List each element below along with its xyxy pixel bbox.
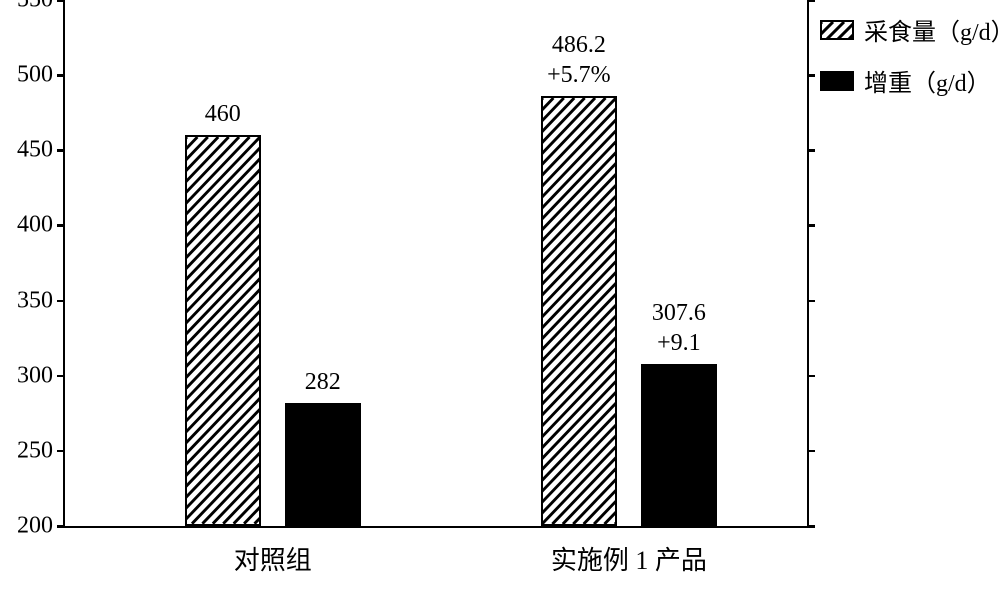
legend-item: 增重（g/d） bbox=[820, 63, 1000, 98]
y-tick bbox=[57, 300, 65, 303]
y-axis-label: 500 bbox=[17, 62, 53, 89]
y-tick bbox=[807, 74, 815, 77]
bar-value-label: 460 bbox=[123, 99, 323, 129]
legend-swatch bbox=[820, 71, 854, 91]
plot-area: 200250300350400450500550460282486.2+5.7%… bbox=[63, 0, 809, 528]
bar-value-label: 307.6+9.1 bbox=[579, 298, 779, 358]
legend-item: 采食量（g/d） bbox=[820, 12, 1000, 47]
y-tick bbox=[807, 300, 815, 303]
y-tick bbox=[57, 525, 65, 528]
chart-container: 200 250 300 350 400 450 500 550 460 282 486.2+5.7%… bbox=[0, 0, 1000, 589]
y-tick bbox=[57, 74, 65, 77]
y-tick bbox=[57, 224, 65, 227]
y-axis-label: 350 bbox=[17, 287, 53, 314]
legend-label: 采食量（g/d） bbox=[864, 12, 1000, 47]
y-axis-label: 450 bbox=[17, 137, 53, 164]
y-tick bbox=[57, 375, 65, 378]
x-axis-label: 对照组 bbox=[234, 540, 312, 577]
y-tick bbox=[57, 0, 65, 2]
legend-label: 增重（g/d） bbox=[864, 63, 991, 98]
y-axis-label: 250 bbox=[17, 437, 53, 464]
bar-value-label: 486.2+5.7% bbox=[479, 30, 679, 90]
y-tick bbox=[807, 149, 815, 152]
y-axis-label: 400 bbox=[17, 212, 53, 239]
bar-group1-feed bbox=[185, 135, 261, 526]
bar-group1-gain bbox=[285, 403, 361, 526]
y-axis-label: 200 bbox=[17, 513, 53, 540]
x-axis-label: 实施例 1 产品 bbox=[551, 540, 707, 577]
y-tick bbox=[807, 375, 815, 378]
y-tick bbox=[807, 0, 815, 2]
y-tick bbox=[807, 450, 815, 453]
y-axis-label: 300 bbox=[17, 362, 53, 389]
y-tick bbox=[807, 525, 815, 528]
legend: 采食量（g/d） 增重（g/d） bbox=[820, 12, 1000, 114]
legend-swatch bbox=[820, 20, 854, 40]
y-tick bbox=[807, 224, 815, 227]
y-axis-label: 550 bbox=[17, 0, 53, 14]
bar-value-label: 282 bbox=[223, 367, 423, 397]
bar-group2-gain bbox=[641, 364, 717, 526]
y-tick bbox=[57, 149, 65, 152]
y-tick bbox=[57, 450, 65, 453]
